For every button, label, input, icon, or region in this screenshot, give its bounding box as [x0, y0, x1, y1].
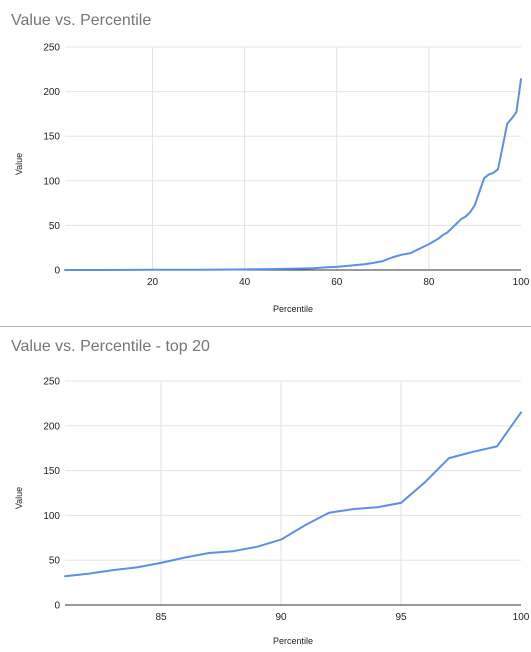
x-tick-label: 90: [275, 612, 287, 623]
y-tick-label: 0: [54, 266, 60, 277]
y-tick-label: 150: [43, 132, 60, 143]
y-tick-label: 100: [43, 511, 60, 522]
x-tick-label: 40: [239, 277, 251, 288]
x-tick-label: 100: [513, 612, 530, 623]
chart-panel-top-20: Value vs. Percentile - top 20 0 50 100 150 2…: [0, 326, 531, 652]
x-tick-label: 95: [395, 612, 407, 623]
series-line: [64, 78, 522, 271]
line-chart-percentile[interactable]: 0 50 100 150 200 250 20 40 60 80 100 Percentile Va…: [0, 0, 531, 326]
y-tick-label: 200: [43, 421, 60, 432]
axes: 0 50 100 150 200 250 20 40 60 80 100: [43, 43, 529, 289]
x-axis-title: Percentile: [273, 636, 313, 646]
y-tick-label: 250: [43, 377, 60, 388]
chart-title: Value vs. Percentile: [11, 12, 152, 29]
y-tick-label: 200: [43, 87, 60, 98]
chart-panel-percentile: Value vs. Percentile 0 50 100 150 200 250 20 40…: [0, 0, 531, 326]
y-axis-title: Value: [14, 153, 24, 175]
chart-title: Value vs. Percentile - top 20: [11, 338, 210, 355]
x-tick-label: 85: [155, 612, 167, 623]
y-tick-label: 250: [43, 43, 60, 54]
y-axis-title: Value: [14, 487, 24, 509]
series-layer: [64, 411, 522, 578]
x-tick-label: 100: [513, 277, 530, 288]
y-tick-label: 150: [43, 466, 60, 477]
y-tick-label: 50: [49, 221, 61, 232]
y-tick-label: 0: [54, 601, 60, 612]
series-layer: [64, 78, 522, 271]
y-tick-label: 50: [49, 556, 61, 567]
x-tick-label: 20: [147, 277, 159, 288]
y-tick-label: 100: [43, 176, 60, 187]
line-chart-top-20[interactable]: 0 50 100 150 200 250 85 90 95 100 Percentile Valu…: [0, 326, 531, 652]
gridlines: [65, 380, 521, 605]
series-line: [64, 411, 522, 578]
gridlines: [65, 46, 521, 270]
x-tick-label: 60: [331, 277, 343, 288]
chart-divider: [0, 326, 531, 327]
x-tick-label: 80: [423, 277, 435, 288]
axes: 0 50 100 150 200 250 85 90 95 100: [43, 377, 529, 624]
x-axis-title: Percentile: [273, 304, 313, 314]
